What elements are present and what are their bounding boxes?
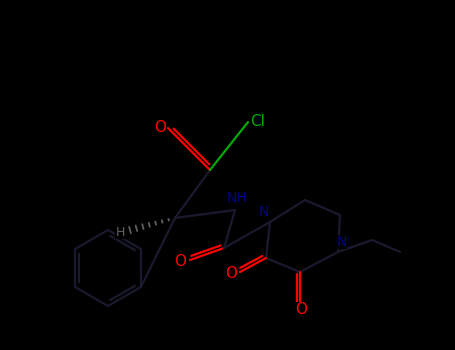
Text: N: N <box>337 235 347 249</box>
Text: O: O <box>225 266 237 281</box>
Text: O: O <box>174 253 186 268</box>
Text: O: O <box>154 119 166 134</box>
Text: Cl: Cl <box>251 113 265 128</box>
Text: N: N <box>259 205 269 219</box>
Text: NH: NH <box>227 191 248 205</box>
Text: O: O <box>295 301 307 316</box>
Text: H: H <box>115 225 125 238</box>
